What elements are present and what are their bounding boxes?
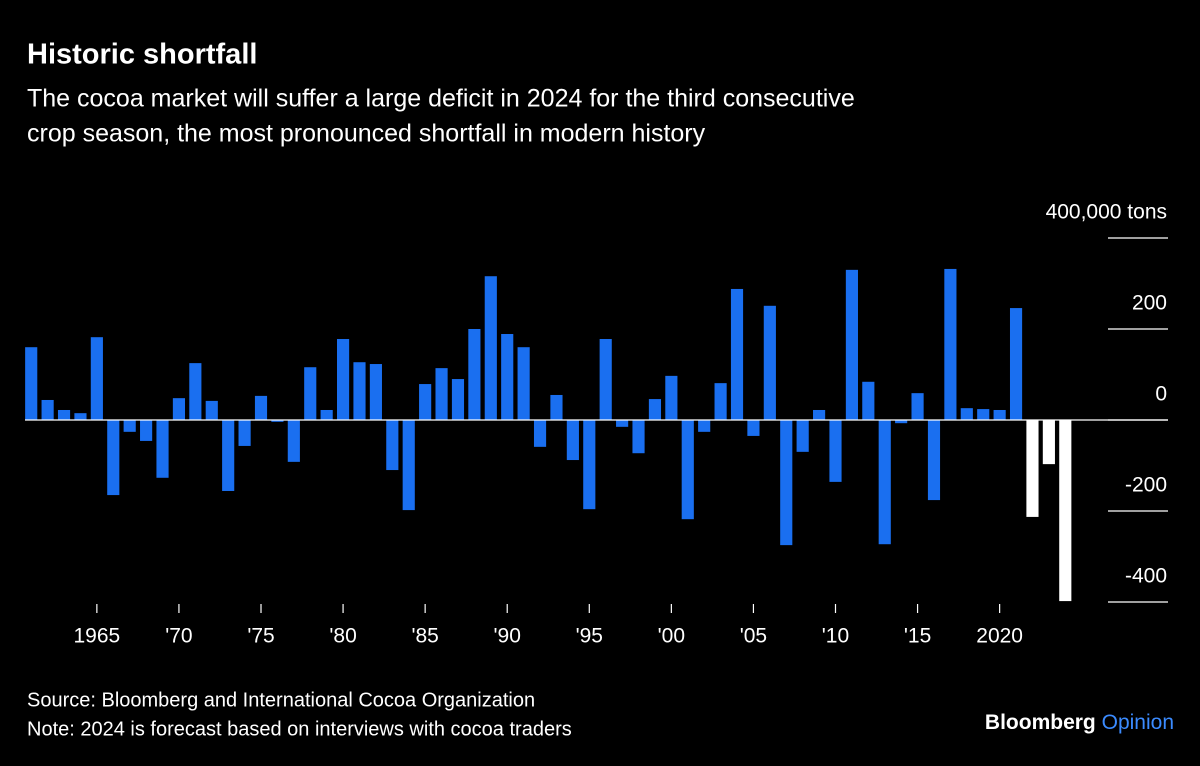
bar bbox=[172, 398, 186, 420]
bar bbox=[140, 420, 153, 441]
y-tick-label: -400 bbox=[1125, 565, 1167, 588]
bar bbox=[57, 409, 71, 420]
bar bbox=[796, 420, 809, 452]
bar bbox=[977, 409, 990, 420]
bar bbox=[862, 381, 875, 420]
bar bbox=[566, 420, 579, 461]
x-tick-label: '00 bbox=[658, 625, 685, 648]
bar bbox=[484, 276, 497, 420]
bar bbox=[813, 409, 826, 420]
bar bbox=[1042, 420, 1055, 465]
bar bbox=[1009, 308, 1023, 420]
bar bbox=[156, 420, 169, 478]
x-tick-label: '15 bbox=[904, 625, 931, 648]
x-tick-label: 2020 bbox=[976, 625, 1023, 648]
bar bbox=[369, 364, 382, 420]
bar bbox=[960, 408, 973, 420]
bar bbox=[468, 329, 481, 420]
x-tick-label: '75 bbox=[247, 625, 274, 648]
bar bbox=[402, 420, 415, 511]
y-tick-label: 200 bbox=[1132, 292, 1167, 315]
bar bbox=[599, 339, 612, 420]
x-tick-label: '85 bbox=[411, 625, 438, 648]
bar bbox=[238, 420, 251, 446]
bar bbox=[616, 420, 629, 427]
x-tick-label: '10 bbox=[822, 625, 849, 648]
bar bbox=[419, 384, 432, 420]
bar bbox=[1026, 420, 1039, 517]
bar bbox=[1059, 420, 1072, 602]
bar bbox=[320, 409, 333, 420]
bar bbox=[254, 395, 268, 420]
bar bbox=[993, 409, 1006, 420]
bar bbox=[681, 420, 694, 520]
bar bbox=[501, 334, 514, 420]
bar bbox=[74, 413, 87, 420]
bar bbox=[107, 420, 120, 496]
bar bbox=[533, 420, 547, 447]
bar bbox=[25, 347, 38, 420]
bar bbox=[665, 375, 678, 420]
bar bbox=[451, 379, 465, 420]
subtitle: The cocoa market will suffer a large def… bbox=[27, 85, 855, 113]
bar bbox=[648, 399, 662, 420]
bar bbox=[90, 337, 103, 420]
brand: Bloomberg Opinion bbox=[985, 711, 1174, 734]
x-tick-label: '95 bbox=[576, 625, 603, 648]
chart-title: Historic shortfall bbox=[27, 39, 257, 71]
y-tick-label: -200 bbox=[1125, 474, 1167, 497]
bar bbox=[517, 347, 530, 420]
bar bbox=[632, 420, 645, 454]
bar bbox=[878, 420, 891, 545]
bar bbox=[550, 394, 563, 420]
bar bbox=[845, 269, 858, 420]
bar bbox=[287, 420, 300, 462]
bar bbox=[123, 420, 136, 432]
bar bbox=[583, 420, 596, 510]
bar bbox=[41, 399, 54, 420]
bar bbox=[780, 420, 793, 546]
bar bbox=[386, 420, 399, 471]
bar bbox=[271, 420, 284, 422]
bar bbox=[730, 288, 744, 420]
bar bbox=[911, 393, 924, 420]
x-tick-label: '90 bbox=[494, 625, 521, 648]
bar bbox=[698, 420, 711, 432]
bar bbox=[927, 420, 941, 501]
brand-name: Bloomberg bbox=[985, 711, 1096, 734]
note: Note: 2024 is forecast based on intervie… bbox=[27, 718, 572, 740]
source: Source: Bloomberg and International Coco… bbox=[27, 689, 535, 711]
brand-sub: Opinion bbox=[1102, 711, 1174, 734]
bar bbox=[205, 400, 218, 420]
y-tick-label: 400,000 tons bbox=[1046, 201, 1167, 224]
bar bbox=[189, 363, 202, 420]
bar bbox=[747, 420, 760, 436]
x-tick-label: 1965 bbox=[74, 625, 121, 648]
bar bbox=[829, 420, 842, 482]
subtitle: crop season, the most pronounced shortfa… bbox=[27, 120, 706, 148]
x-tick-label: '05 bbox=[740, 625, 767, 648]
y-tick-label: 0 bbox=[1155, 383, 1167, 406]
bar bbox=[222, 420, 235, 491]
bar bbox=[337, 339, 350, 420]
bar bbox=[763, 305, 776, 420]
bar bbox=[714, 383, 727, 420]
bar bbox=[944, 268, 957, 420]
bar bbox=[435, 368, 448, 420]
bar bbox=[895, 420, 908, 424]
bar bbox=[353, 362, 366, 420]
x-tick-label: '70 bbox=[165, 625, 192, 648]
bar bbox=[304, 367, 317, 420]
x-tick-label: '80 bbox=[329, 625, 356, 648]
